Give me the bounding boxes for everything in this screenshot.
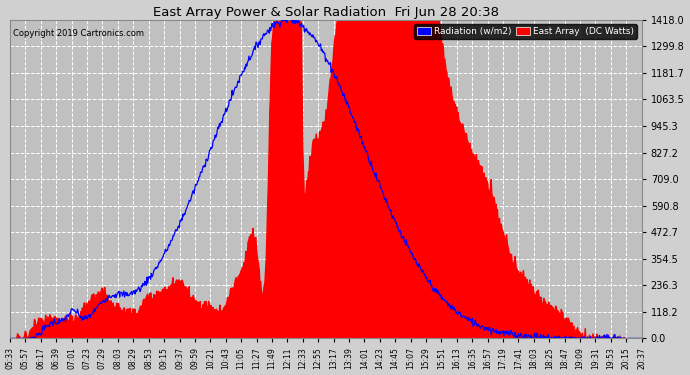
Text: Copyright 2019 Cartronics.com: Copyright 2019 Cartronics.com (13, 29, 144, 38)
Legend: Radiation (w/m2), East Array  (DC Watts): Radiation (w/m2), East Array (DC Watts) (415, 24, 637, 39)
Title: East Array Power & Solar Radiation  Fri Jun 28 20:38: East Array Power & Solar Radiation Fri J… (153, 6, 499, 18)
